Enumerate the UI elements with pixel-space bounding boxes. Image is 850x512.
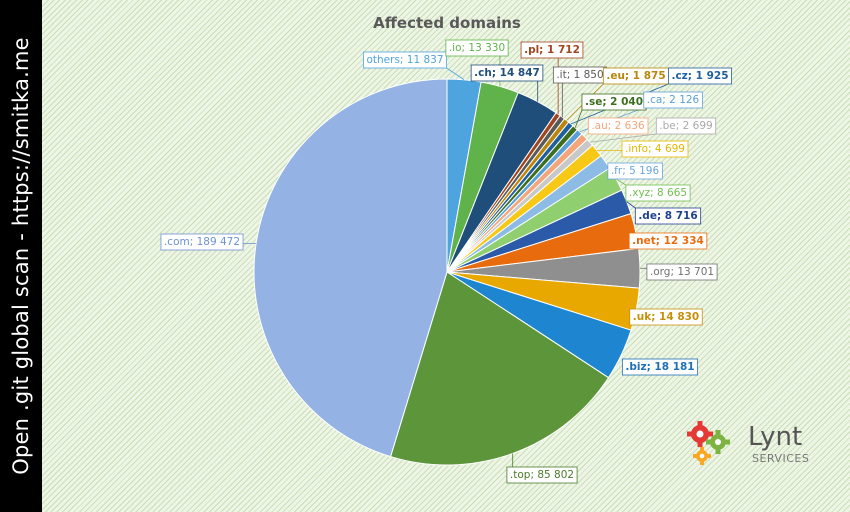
- pie-slices: [253, 78, 641, 466]
- data-label-net: .net; 12 334: [628, 232, 708, 250]
- leader-line-others: [446, 67, 465, 81]
- data-labels: others; 11 837 .io; 13 330 .ch; 14 847 .pl;…: [160, 39, 732, 484]
- data-label-text: .ca; 2 126: [647, 94, 700, 106]
- data-label-cz: .cz; 1 925: [668, 67, 732, 85]
- data-label-io: .io; 13 330: [445, 39, 509, 57]
- data-label-box: [634, 207, 702, 225]
- data-label-org: .org; 13 701: [646, 263, 718, 281]
- data-label-box: [621, 140, 689, 158]
- data-label-text: .de; 8 716: [638, 210, 697, 222]
- data-label-box: [160, 233, 244, 251]
- data-label-text: .au; 2 636: [591, 120, 645, 132]
- data-label-box: [646, 263, 718, 281]
- data-label-box: [506, 466, 578, 484]
- data-label-ch: .ch; 14 847: [470, 64, 544, 82]
- data-label-box: [629, 308, 703, 326]
- data-label-box: [621, 358, 699, 376]
- leader-line-de: [626, 201, 636, 209]
- data-label-text: .biz; 18 181: [625, 361, 694, 373]
- leader-line-se: [574, 109, 583, 128]
- data-label-text: .be; 2 699: [659, 120, 712, 132]
- data-label-eu: .eu; 1 875: [602, 67, 670, 85]
- data-label-text: .io; 13 330: [449, 42, 505, 54]
- data-label-text: .org; 13 701: [650, 266, 714, 278]
- watermark-band: Open .git global scan - https://smitka.m…: [0, 0, 42, 512]
- data-label-uk: .uk; 14 830: [629, 308, 703, 326]
- leader-line-xyz: [615, 178, 627, 186]
- data-label-fr: .fr; 5 196: [607, 162, 663, 180]
- data-label-text: .xyz; 8 665: [629, 187, 687, 199]
- data-label-it: .it; 1 850: [552, 66, 608, 84]
- leader-line-be: [589, 133, 657, 143]
- data-label-au: .au; 2 636: [587, 117, 649, 135]
- data-label-info: .info; 4 699: [621, 140, 689, 158]
- data-label-de: .de; 8 716: [634, 207, 702, 225]
- data-label-text: others; 11 837: [366, 54, 443, 66]
- data-label-box: [445, 39, 509, 57]
- data-label-box: [668, 67, 732, 85]
- data-label-text: .eu; 1 875: [606, 70, 665, 82]
- data-label-biz: .biz; 18 181: [621, 358, 699, 376]
- data-label-box: [607, 162, 663, 180]
- data-label-text: .cz; 1 925: [671, 70, 728, 82]
- gears-icon: [687, 421, 730, 465]
- data-label-text: .uk; 14 830: [633, 311, 700, 323]
- data-label-text: .info; 4 699: [625, 143, 685, 155]
- data-label-text: .top; 85 802: [510, 469, 574, 481]
- data-label-text: .ch; 14 847: [474, 67, 540, 79]
- data-label-top: .top; 85 802: [506, 466, 578, 484]
- data-label-text: .pl; 1 712: [524, 44, 580, 56]
- data-label-text: .com; 189 472: [164, 236, 240, 248]
- data-label-se: .se; 2 040: [581, 93, 647, 111]
- logo-subtitle: SERVICES: [752, 452, 810, 465]
- data-label-box: [625, 184, 691, 202]
- pie-slice-top: [389, 271, 610, 466]
- chart-title: Affected domains: [373, 14, 521, 32]
- data-label-ca: .ca; 2 126: [643, 91, 703, 109]
- data-label-be: .be; 2 699: [655, 117, 717, 135]
- data-label-pl: .pl; 1 712: [520, 41, 584, 59]
- data-label-box: [363, 51, 447, 69]
- data-label-text: .se; 2 040: [585, 96, 643, 108]
- company-logo: Lynt SERVICES: [680, 420, 840, 470]
- data-label-com: .com; 189 472: [160, 233, 244, 251]
- data-label-box: [628, 232, 708, 250]
- data-label-xyz: .xyz; 8 665: [625, 184, 691, 202]
- data-label-text: .fr; 5 196: [611, 165, 660, 177]
- data-label-others: others; 11 837: [363, 51, 447, 69]
- data-label-box: [655, 117, 717, 135]
- data-label-box: [520, 41, 584, 59]
- logo-wordmark: Lynt: [748, 422, 803, 452]
- data-label-text: .it; 1 850: [556, 69, 603, 81]
- data-label-box: [470, 64, 544, 82]
- data-label-box: [643, 91, 703, 109]
- data-label-text: .net; 12 334: [632, 235, 704, 247]
- data-label-box: [587, 117, 649, 135]
